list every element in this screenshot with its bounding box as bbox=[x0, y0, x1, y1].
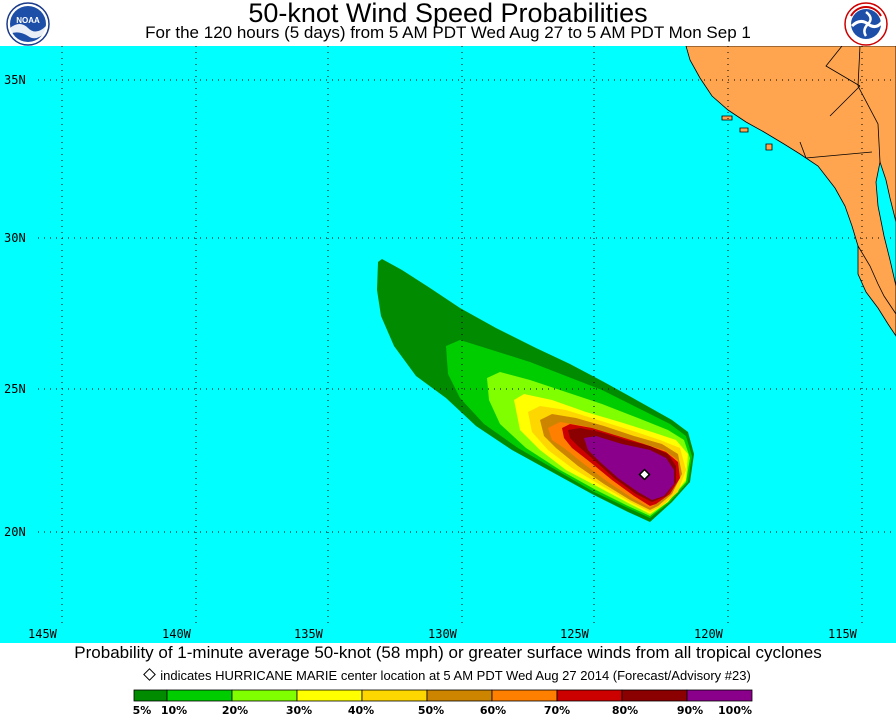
legend-color-6 bbox=[491, 689, 558, 702]
land-baja bbox=[857, 244, 896, 337]
lon-label-125w: 125W bbox=[560, 627, 590, 641]
lat-label-25n: 25N bbox=[4, 382, 26, 396]
diamond-marker-icon bbox=[143, 668, 157, 681]
lon-label-135w: 135W bbox=[294, 627, 324, 641]
map-caption: Probability of 1-minute average 50-knot … bbox=[74, 643, 822, 662]
legend-color-0 bbox=[133, 689, 168, 702]
wind-probability-swath bbox=[377, 259, 694, 522]
noaa-logo-text: NOAA bbox=[16, 16, 40, 25]
storm-note: indicates HURRICANE MARIE center locatio… bbox=[0, 668, 896, 684]
legend-label-4: 40% bbox=[348, 704, 374, 716]
map-subtitle: For the 120 hours (5 days) from 5 AM PDT… bbox=[145, 23, 751, 42]
legend-color-4 bbox=[361, 689, 428, 702]
gulf-of-california bbox=[875, 160, 896, 287]
grid-lines bbox=[38, 46, 896, 628]
legend-label-5: 50% bbox=[418, 704, 444, 716]
legend-color-1 bbox=[166, 689, 233, 702]
lon-label-140w: 140W bbox=[162, 627, 192, 641]
legend-label-6: 60% bbox=[480, 704, 506, 716]
legend-color-7 bbox=[556, 689, 623, 702]
probability-legend: 5% 10% 20% 30% 40% 50% 60% 70% 80% 90% 100% bbox=[133, 689, 753, 716]
nws-logo bbox=[844, 2, 888, 46]
legend-color-5 bbox=[426, 689, 493, 702]
legend-color-2 bbox=[231, 689, 298, 702]
legend-label-10: 100% bbox=[718, 704, 752, 716]
legend-color-8 bbox=[621, 689, 688, 702]
legend-label-9: 90% bbox=[677, 704, 703, 716]
legend-label-3: 30% bbox=[286, 704, 312, 716]
border-lines bbox=[799, 46, 881, 163]
legend-color-9 bbox=[686, 689, 753, 702]
lat-label-30n: 30N bbox=[4, 231, 26, 245]
legend-label-1: 10% bbox=[161, 704, 187, 716]
legend-label-2: 20% bbox=[222, 704, 248, 716]
probability-map: 35N 30N 25N 20N 145W 140W 135W 130W 125W… bbox=[0, 46, 896, 643]
legend-label-8: 80% bbox=[612, 704, 638, 716]
noaa-logo: NOAA bbox=[6, 2, 50, 46]
prob-90pct bbox=[584, 436, 674, 500]
legend-label-0: 5% bbox=[133, 704, 152, 716]
channel-islands bbox=[721, 115, 773, 151]
lat-label-20n: 20N bbox=[4, 525, 26, 539]
lat-label-35n: 35N bbox=[4, 73, 26, 87]
lon-label-130w: 130W bbox=[428, 627, 458, 641]
storm-center-marker bbox=[638, 468, 651, 481]
lon-label-115w: 115W bbox=[828, 627, 858, 641]
storm-note-text: indicates HURRICANE MARIE center locatio… bbox=[160, 668, 751, 683]
map-title: 50-knot Wind Speed Probabilities bbox=[248, 0, 648, 28]
legend-color-3 bbox=[296, 689, 363, 702]
lon-label-120w: 120W bbox=[694, 627, 724, 641]
legend-label-7: 70% bbox=[544, 704, 570, 716]
lon-label-145w: 145W bbox=[28, 627, 58, 641]
